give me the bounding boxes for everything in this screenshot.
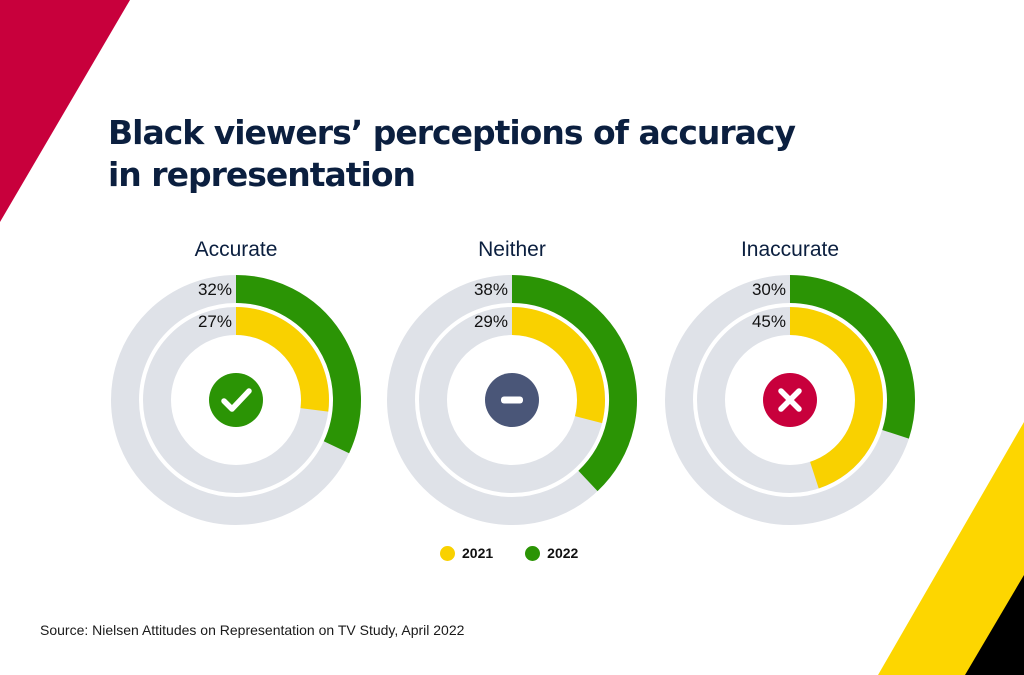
chart-title: Black viewers’ perceptions of accuracy i… — [108, 112, 828, 196]
donut-separator-1-accurate — [172, 336, 300, 464]
legend-item-2022: 2022 — [525, 545, 578, 561]
minus-icon-mark-neither — [501, 396, 523, 404]
chart-title-line-2: in representation — [108, 155, 416, 194]
source-note: Source: Nielsen Attitudes on Representat… — [40, 622, 465, 638]
donut-label-accurate: Accurate — [194, 238, 278, 261]
donut-arc-2022-inaccurate — [789, 275, 915, 439]
black-corner-stripe — [965, 575, 1024, 675]
value-label-2021-neither: 29% — [474, 312, 508, 331]
donut-arc-2021-accurate — [235, 307, 329, 412]
donut-arc-2022-accurate — [235, 275, 361, 454]
check-icon-mark-accurate — [221, 388, 252, 412]
donut-arc-2022-neither — [511, 275, 637, 492]
donut-separator-0-accurate — [140, 304, 332, 496]
legend-item-2021: 2021 — [440, 545, 493, 561]
red-corner-stripe — [0, 0, 130, 222]
legend-label-2021: 2021 — [462, 545, 494, 561]
value-label-2021-inaccurate: 45% — [752, 312, 786, 331]
chart-title-line-1: Black viewers’ perceptions of accuracy — [108, 113, 796, 152]
value-label-2021-accurate: 27% — [198, 312, 232, 331]
legend-label-2022: 2022 — [547, 545, 579, 561]
donut-arc-2021-inaccurate — [789, 307, 883, 489]
donut-label-inaccurate: Inaccurate — [740, 238, 840, 261]
legend-swatch-2021 — [440, 545, 455, 561]
check-icon-accurate — [209, 373, 263, 427]
legend-swatch-2022 — [525, 545, 541, 561]
donut-arc-2021-neither — [511, 307, 605, 424]
donut-separator-0-neither — [416, 304, 608, 496]
donut-label-neither: Neither — [478, 238, 546, 261]
donut-separator-1-neither — [448, 336, 576, 464]
donut-separator-0-inaccurate — [694, 304, 886, 496]
value-label-2022-inaccurate: 30% — [752, 280, 786, 299]
x-icon-mark-inaccurate — [778, 388, 802, 412]
value-label-2022-accurate: 32% — [198, 280, 232, 299]
value-label-2022-neither: 38% — [474, 280, 508, 299]
donut-separator-1-inaccurate — [726, 336, 854, 464]
yellow-corner-stripe — [878, 422, 1024, 675]
legend: 2021 2022 — [440, 545, 578, 561]
